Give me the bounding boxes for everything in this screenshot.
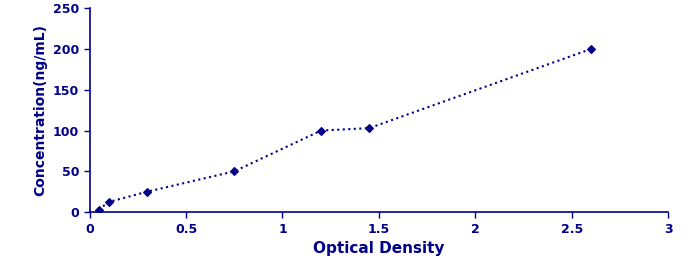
Y-axis label: Concentration(ng/mL): Concentration(ng/mL)	[33, 24, 48, 196]
X-axis label: Optical Density: Optical Density	[313, 241, 444, 256]
